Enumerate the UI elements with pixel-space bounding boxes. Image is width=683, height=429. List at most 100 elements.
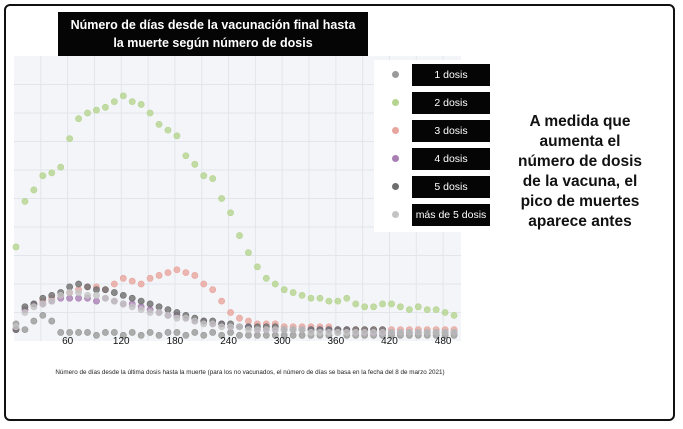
legend-item-4-dosis: 4 dosis — [374, 148, 490, 170]
data-point-series-6 — [414, 329, 422, 336]
data-point-series-2 — [361, 303, 369, 311]
data-point-series-5 — [93, 286, 100, 294]
data-point-series-3 — [218, 297, 226, 305]
data-point-series-1 — [245, 331, 252, 339]
data-point-series-1 — [66, 329, 74, 336]
data-point-series-2 — [307, 294, 315, 302]
legend-item-3-dosis: 3 dosis — [374, 120, 490, 142]
data-point-series-3 — [245, 317, 252, 325]
x-tick-label-300: 300 — [274, 336, 291, 347]
data-point-series-2 — [57, 163, 65, 171]
data-point-series-2 — [450, 311, 458, 319]
legend-label-1-dosis: 1 dosis — [412, 64, 490, 86]
data-point-series-2 — [164, 126, 172, 134]
legend-label-mas-de-5-dosis: más de 5 dosis — [412, 204, 490, 226]
data-point-series-3 — [110, 280, 118, 288]
data-point-series-6 — [182, 314, 190, 322]
data-point-series-3 — [146, 274, 154, 282]
data-point-series-2 — [39, 172, 47, 180]
data-point-series-6 — [343, 329, 351, 336]
side-note: A medida que aumenta el número de dosis … — [500, 112, 660, 232]
data-point-series-2 — [155, 121, 163, 128]
data-point-series-2 — [128, 98, 136, 105]
data-point-series-6 — [155, 309, 163, 316]
data-point-series-2 — [397, 303, 404, 311]
data-point-series-1 — [173, 329, 181, 336]
data-point-series-1 — [57, 329, 65, 336]
data-point-series-2 — [325, 297, 333, 305]
data-point-series-5 — [84, 283, 91, 291]
data-point-series-2 — [218, 195, 226, 202]
data-point-series-6 — [405, 329, 413, 336]
data-point-series-3 — [236, 314, 243, 322]
data-point-series-2 — [262, 274, 270, 282]
data-point-series-2 — [12, 243, 20, 251]
data-point-series-2 — [441, 309, 449, 316]
data-point-series-6 — [209, 320, 217, 328]
data-point-series-2 — [191, 160, 199, 168]
legend-marker-5-dosis — [392, 183, 399, 190]
data-point-series-5 — [146, 300, 154, 308]
data-point-series-1 — [39, 311, 47, 319]
data-point-series-6 — [388, 329, 395, 336]
data-point-series-6 — [245, 326, 252, 333]
data-point-series-6 — [21, 309, 29, 316]
data-point-series-6 — [30, 303, 38, 311]
data-point-series-2 — [343, 294, 351, 302]
legend-marker-mas-de-5-dosis — [392, 211, 399, 218]
data-point-series-1 — [110, 329, 118, 336]
data-point-series-1 — [164, 329, 172, 336]
data-point-series-6 — [307, 329, 315, 336]
data-point-series-6 — [227, 323, 234, 331]
data-point-series-2 — [289, 289, 297, 296]
data-point-series-2 — [280, 286, 288, 294]
data-point-series-2 — [21, 197, 29, 205]
data-point-series-2 — [182, 152, 190, 160]
data-point-series-2 — [388, 300, 395, 308]
data-point-series-6 — [164, 311, 172, 319]
data-point-series-2 — [414, 303, 422, 311]
x-tick-label-60: 60 — [62, 336, 74, 347]
x-tick-label-240: 240 — [220, 336, 237, 347]
data-point-series-2 — [334, 297, 342, 305]
data-point-series-2 — [253, 263, 261, 271]
data-point-series-2 — [102, 103, 109, 111]
data-point-series-6 — [110, 297, 118, 305]
data-point-series-6 — [280, 326, 288, 333]
data-point-series-1 — [298, 331, 306, 339]
data-point-series-6 — [39, 300, 47, 308]
data-point-series-6 — [57, 291, 65, 299]
data-point-series-1 — [289, 331, 297, 339]
data-point-series-5 — [128, 294, 136, 302]
data-point-series-3 — [137, 280, 145, 288]
data-point-series-1 — [102, 329, 109, 336]
data-point-series-6 — [236, 323, 243, 331]
data-point-series-5 — [48, 291, 56, 299]
data-point-series-1 — [155, 331, 163, 339]
data-point-series-1 — [218, 331, 226, 339]
data-point-series-1 — [146, 329, 154, 336]
legend-label-2-dosis: 2 dosis — [412, 92, 490, 114]
data-point-series-1 — [200, 331, 208, 339]
data-point-series-6 — [218, 323, 226, 331]
data-point-series-3 — [119, 274, 127, 282]
data-point-series-6 — [253, 326, 261, 333]
data-point-series-2 — [405, 306, 413, 314]
data-point-series-6 — [66, 289, 74, 296]
data-point-series-3 — [155, 272, 163, 279]
data-point-series-6 — [119, 300, 127, 308]
x-tick-label-420: 420 — [381, 336, 398, 347]
data-point-series-3 — [200, 280, 208, 288]
data-point-series-1 — [227, 329, 234, 336]
data-point-series-5 — [75, 280, 82, 288]
data-point-series-2 — [84, 109, 91, 117]
data-point-series-6 — [397, 329, 404, 336]
x-tick-label-360: 360 — [327, 336, 344, 347]
data-point-series-6 — [200, 320, 208, 328]
legend-label-3-dosis: 3 dosis — [412, 120, 490, 142]
legend: 1 dosis 2 dosis 3 dosis 4 dosis 5 dosis … — [374, 60, 490, 232]
legend-label-5-dosis: 5 dosis — [412, 176, 490, 198]
data-point-series-5 — [137, 297, 145, 305]
data-point-series-6 — [262, 326, 270, 333]
data-point-series-6 — [93, 291, 100, 299]
